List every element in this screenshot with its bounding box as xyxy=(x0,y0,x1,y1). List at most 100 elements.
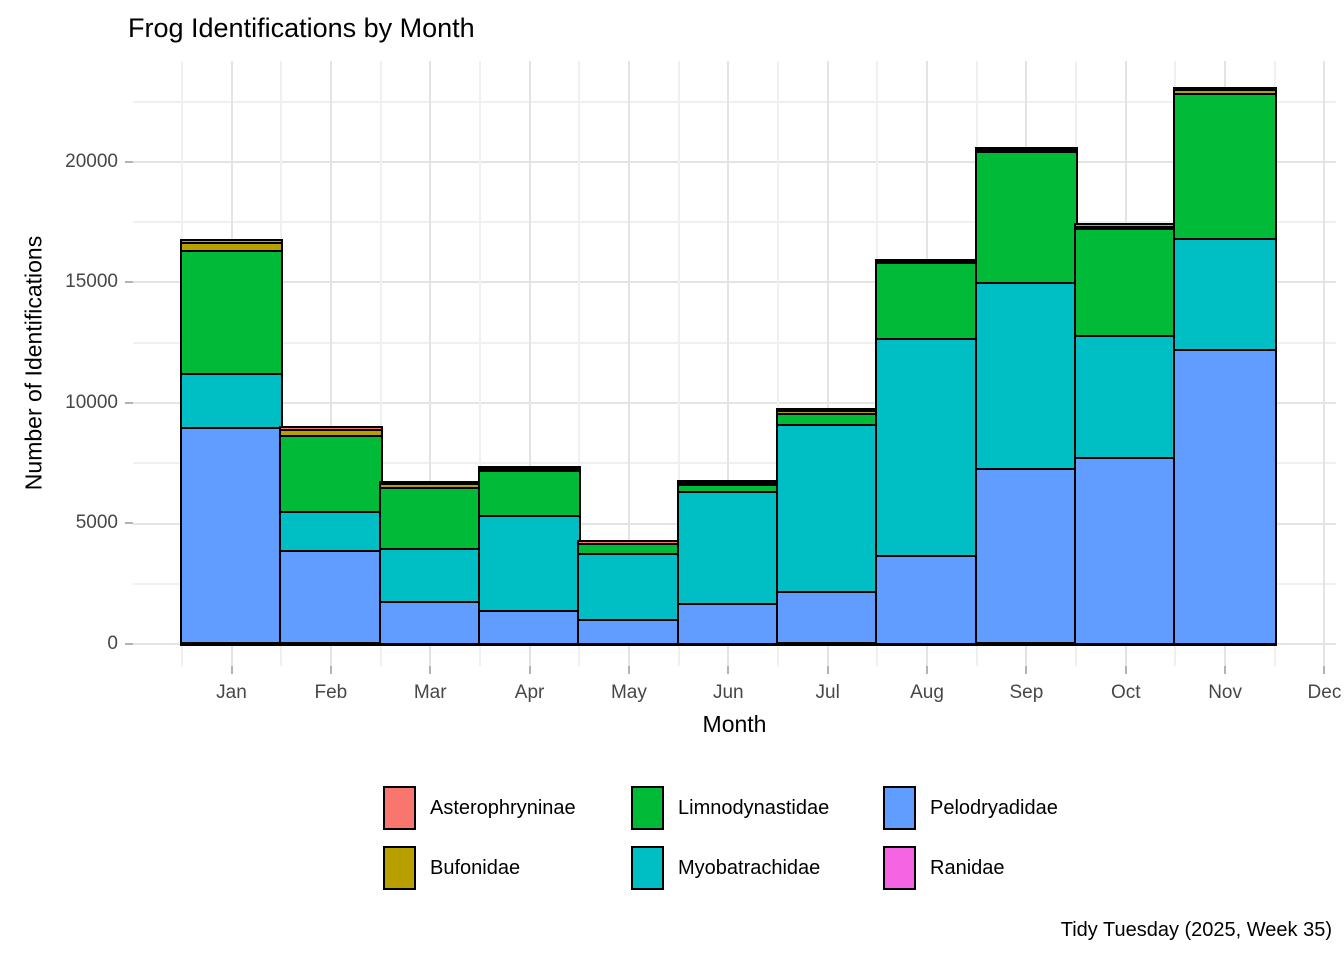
gridline-major-v xyxy=(1323,61,1326,666)
bar-segment-limnodynastidae xyxy=(877,262,977,339)
bar-segment-limnodynastidae xyxy=(479,470,580,516)
y-axis-tick xyxy=(125,643,133,645)
legend-item-bufonidae: Bufonidae xyxy=(383,846,631,890)
segment-border xyxy=(777,642,878,645)
myobatrachidae-swatch xyxy=(631,846,664,890)
legend-label: Limnodynastidae xyxy=(678,796,830,819)
y-tick-label: 0 xyxy=(107,633,118,654)
bar-segment-bufonidae xyxy=(777,410,878,415)
bar-segment-limnodynastidae xyxy=(380,487,480,549)
asterophryninae-swatch xyxy=(383,786,416,830)
gridline-minor-h xyxy=(133,100,1336,103)
segment-border xyxy=(1076,642,1176,645)
bar-segment-bufonidae xyxy=(281,429,381,437)
segment-border xyxy=(877,554,977,557)
bar-mar xyxy=(378,481,482,646)
bar-segment-pelodryadidae xyxy=(380,601,480,644)
x-axis-tick xyxy=(1124,666,1127,674)
segment-border xyxy=(1175,89,1275,92)
x-tick-label: Jun xyxy=(712,682,744,703)
segment-border xyxy=(777,591,878,594)
legend-item-pelodryadidae: Pelodryadidae xyxy=(883,786,1058,830)
bar-segment-bufonidae xyxy=(181,243,282,252)
legend-item-myobatrachidae: Myobatrachidae xyxy=(631,846,883,890)
gridline-major-v xyxy=(727,61,730,666)
x-tick-label: Jan xyxy=(216,682,247,703)
bar-segment-myobatrachidae xyxy=(479,515,580,611)
segment-border xyxy=(380,483,480,486)
y-axis-tick xyxy=(125,160,133,163)
x-axis-tick xyxy=(329,666,332,674)
segment-border xyxy=(1076,225,1176,228)
gridline-major-h xyxy=(133,160,1336,163)
gridline-minor-v xyxy=(379,61,382,666)
gridline-major-h xyxy=(133,281,1336,284)
bar-jan xyxy=(179,238,284,646)
bar-segment-pelodryadidae xyxy=(678,604,778,644)
bar-segment-asterophryninae xyxy=(181,240,282,244)
x-axis-tick xyxy=(230,666,233,674)
bar-segment-pelodryadidae xyxy=(1076,458,1176,644)
gridline-minor-v xyxy=(677,61,680,666)
y-tick-label: 15000 xyxy=(65,271,118,293)
segment-border xyxy=(181,427,282,430)
segment-border xyxy=(678,642,778,645)
bar-segment-myobatrachidae xyxy=(678,492,778,605)
gridline-minor-v xyxy=(578,61,581,666)
segment-border xyxy=(777,413,878,416)
bar-apr xyxy=(477,466,582,646)
bar-jun xyxy=(676,480,780,646)
x-axis-tick xyxy=(528,666,531,674)
segment-border xyxy=(976,148,1077,151)
segment-border xyxy=(1175,93,1275,96)
gridline-major-v xyxy=(627,61,630,666)
legend-label: Asterophryninae xyxy=(430,796,576,819)
segment-border xyxy=(777,424,878,427)
caption: Tidy Tuesday (2025, Week 35) xyxy=(1060,919,1332,941)
bar-segment-bufonidae xyxy=(678,483,778,486)
bar-segment-pelodryadidae xyxy=(976,469,1077,644)
bar-may xyxy=(577,539,681,646)
bar-segment-pelodryadidae xyxy=(579,619,679,644)
bufonidae-swatch xyxy=(383,846,416,890)
segment-border xyxy=(877,260,977,263)
x-axis-tick xyxy=(926,666,929,674)
x-axis-tick xyxy=(429,666,432,674)
segment-border xyxy=(1175,642,1275,645)
segment-border xyxy=(1175,238,1275,241)
bar-segment-myobatrachidae xyxy=(777,425,878,593)
bar-feb xyxy=(279,425,383,646)
segment-border xyxy=(1175,349,1275,352)
segment-border xyxy=(777,409,878,412)
x-tick-label: Aug xyxy=(910,682,944,703)
segment-border xyxy=(976,468,1077,471)
legend-item-ranidae: Ranidae xyxy=(883,846,1058,890)
bar-segment-limnodynastidae xyxy=(777,414,878,426)
bar-segment-bufonidae xyxy=(380,484,480,488)
segment-border xyxy=(479,642,580,645)
bar-segment-limnodynastidae xyxy=(678,485,778,493)
x-tick-label: Nov xyxy=(1208,682,1242,703)
plot-panel xyxy=(133,61,1336,666)
y-axis-tick xyxy=(125,281,133,284)
gridline-minor-v xyxy=(776,61,779,666)
segment-border xyxy=(479,469,580,472)
x-axis-tick xyxy=(1323,666,1326,674)
gridline-minor-h xyxy=(133,341,1336,344)
gridline-major-v xyxy=(429,61,432,666)
bar-segment-bufonidae xyxy=(976,149,1077,153)
x-axis-tick xyxy=(826,666,829,674)
segment-border xyxy=(181,642,282,645)
bar-segment-pelodryadidae xyxy=(877,555,977,644)
bar-segment-pelodryadidae xyxy=(1175,350,1275,644)
segment-border xyxy=(976,151,1077,154)
bar-segment-bufonidae xyxy=(1175,90,1275,95)
x-axis-tick xyxy=(627,666,630,674)
bar-segment-bufonidae xyxy=(1076,226,1176,230)
x-tick-label: Apr xyxy=(514,682,545,703)
x-tick-label: Jul xyxy=(815,682,840,703)
y-tick-label: 20000 xyxy=(65,150,118,172)
bar-segment-pelodryadidae xyxy=(777,592,878,644)
segment-border xyxy=(479,467,580,470)
